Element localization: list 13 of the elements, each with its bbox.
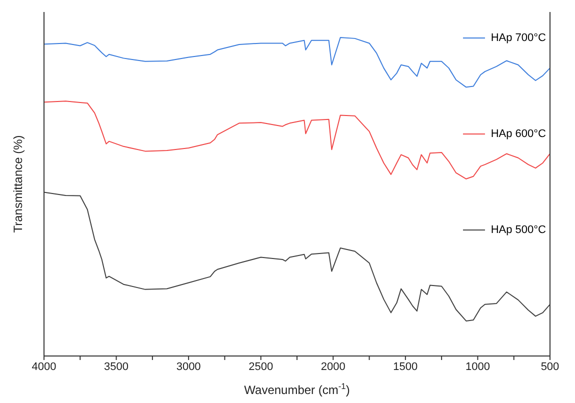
x-tick-label: 3000 — [176, 360, 201, 373]
x-tick-label: 1000 — [465, 360, 490, 373]
legend-label: HAp 700°C — [490, 32, 546, 44]
y-axis-title: Transmittance (%) — [11, 135, 25, 233]
legend-label: HAp 600°C — [490, 128, 546, 140]
x-tick-label: 2000 — [320, 360, 346, 373]
x-tick-label: 3500 — [104, 360, 129, 373]
x-tick-label: 1500 — [393, 360, 418, 373]
legend-label: HAp 500°C — [490, 224, 546, 236]
x-tick-label: 2500 — [248, 360, 274, 373]
x-tick-label: 500 — [540, 360, 560, 373]
x-axis-title: Wavenumber (cm$^{-1}$) — [244, 381, 350, 397]
x-tick-label: 4000 — [32, 360, 56, 373]
